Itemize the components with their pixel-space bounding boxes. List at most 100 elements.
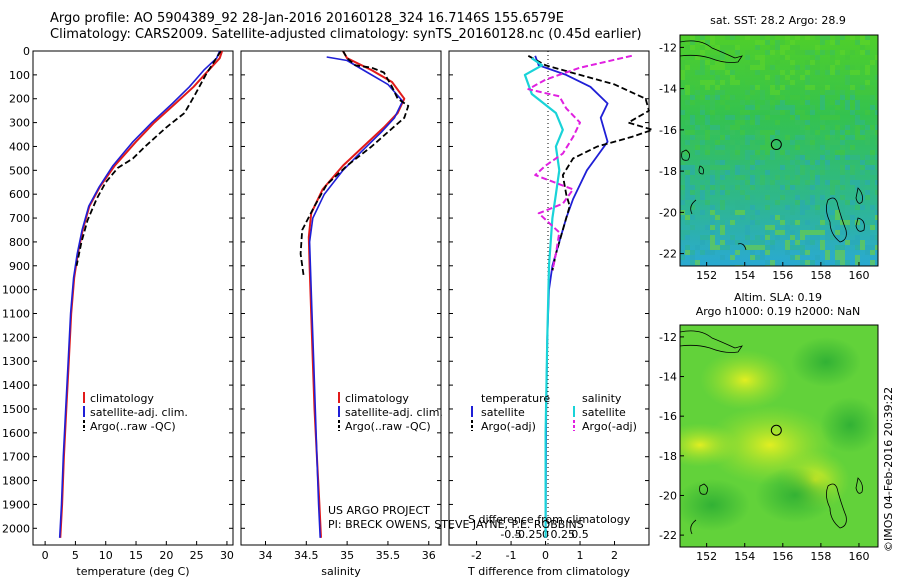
sst-pixel xyxy=(860,220,865,225)
sst-pixel xyxy=(805,35,810,40)
sst-pixel xyxy=(690,170,695,175)
sst-pixel xyxy=(765,195,770,200)
sst-pixel xyxy=(770,140,775,145)
sst-pixel xyxy=(765,65,770,70)
sst-map xyxy=(680,35,878,266)
sst-pixel xyxy=(730,35,735,40)
sst-pixel xyxy=(735,75,740,80)
sst-pixel xyxy=(860,120,865,125)
sst-pixel xyxy=(765,80,770,85)
sst-pixel xyxy=(805,130,810,135)
sst-pixel xyxy=(750,240,755,245)
x-tick-label: 25 xyxy=(190,549,204,562)
sst-pixel xyxy=(820,240,825,245)
sst-pixel xyxy=(765,170,770,175)
sst-pixel xyxy=(860,85,865,90)
sst-pixel xyxy=(805,85,810,90)
sst-pixel xyxy=(865,135,870,140)
sst-pixel xyxy=(735,170,740,175)
sst-pixel xyxy=(845,240,850,245)
sst-pixel xyxy=(770,110,775,115)
sst-pixel xyxy=(830,195,835,200)
sst-pixel xyxy=(790,245,795,250)
sst-pixel xyxy=(860,205,865,210)
sst-pixel xyxy=(720,205,725,210)
sst-pixel xyxy=(855,135,860,140)
sst-pixel xyxy=(850,180,855,185)
sst-pixel xyxy=(855,255,860,260)
sst-pixel xyxy=(685,130,690,135)
sst-pixel xyxy=(770,65,775,70)
sst-pixel xyxy=(705,80,710,85)
sst-pixel xyxy=(805,120,810,125)
sst-pixel xyxy=(810,55,815,60)
sst-pixel xyxy=(710,105,715,110)
legend-label-sal-satellite: satellite xyxy=(582,406,626,419)
sst-pixel xyxy=(755,185,760,190)
sst-pixel xyxy=(800,120,805,125)
sst-pixel xyxy=(825,180,830,185)
sst-pixel xyxy=(710,165,715,170)
sst-pixel xyxy=(800,165,805,170)
sst-pixel xyxy=(830,130,835,135)
sst-pixel xyxy=(765,185,770,190)
sst-pixel xyxy=(830,215,835,220)
sst-pixel xyxy=(855,220,860,225)
y-tick-label: 800 xyxy=(9,236,30,249)
sst-pixel xyxy=(760,245,765,250)
sst-pixel xyxy=(805,160,810,165)
profile-frames xyxy=(32,50,650,546)
sst-pixel xyxy=(760,240,765,245)
sst-pixel xyxy=(745,95,750,100)
sst-pixel xyxy=(780,110,785,115)
sst-pixel xyxy=(855,70,860,75)
sst-pixel xyxy=(845,65,850,70)
sst-pixel xyxy=(760,40,765,45)
sst-pixel xyxy=(680,110,685,115)
sst-pixel xyxy=(700,95,705,100)
sst-pixel xyxy=(805,90,810,95)
sst-pixel xyxy=(750,185,755,190)
sst-pixel xyxy=(725,190,730,195)
sst-pixel xyxy=(710,205,715,210)
y-tick-label: 1000 xyxy=(2,284,30,297)
sst-pixel xyxy=(865,90,870,95)
sst-pixel xyxy=(680,255,685,260)
sst-pixel xyxy=(870,250,875,255)
sst-pixel xyxy=(825,235,830,240)
y-tick-label: 0 xyxy=(23,45,30,58)
sst-pixel xyxy=(745,140,750,145)
secondary-x-tick-label: 0.5 xyxy=(571,528,589,541)
sst-pixel xyxy=(740,140,745,145)
sst-pixel xyxy=(835,225,840,230)
sst-pixel xyxy=(755,145,760,150)
sst-pixel xyxy=(845,130,850,135)
sst-pixel xyxy=(765,105,770,110)
sst-pixel xyxy=(770,90,775,95)
sst-pixel xyxy=(835,85,840,90)
sst-pixel xyxy=(725,125,730,130)
sst-pixel xyxy=(820,230,825,235)
sst-pixel xyxy=(725,135,730,140)
sst-pixel xyxy=(805,205,810,210)
sst-pixel xyxy=(685,250,690,255)
sst-pixel xyxy=(830,70,835,75)
sst-pixel xyxy=(735,175,740,180)
sst-pixel xyxy=(800,230,805,235)
sst-pixel xyxy=(810,165,815,170)
sst-pixel xyxy=(820,190,825,195)
sst-pixel xyxy=(810,160,815,165)
sst-pixel xyxy=(805,185,810,190)
sst-pixel xyxy=(730,255,735,260)
sst-pixel xyxy=(700,185,705,190)
sst-pixel xyxy=(835,255,840,260)
sst-pixel xyxy=(810,260,815,265)
sst-pixel xyxy=(685,220,690,225)
sst-pixel xyxy=(745,65,750,70)
sst-pixel xyxy=(710,55,715,60)
sst-pixel xyxy=(760,90,765,95)
sst-pixel xyxy=(720,90,725,95)
sst-pixel xyxy=(865,65,870,70)
sst-pixel xyxy=(850,35,855,40)
sst-pixel xyxy=(750,205,755,210)
